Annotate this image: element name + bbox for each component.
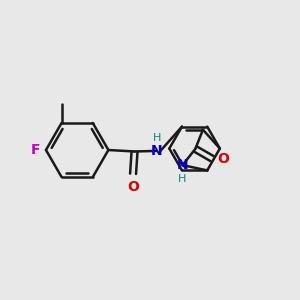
Text: O: O: [218, 152, 229, 166]
Text: H: H: [178, 174, 187, 184]
Text: O: O: [127, 180, 139, 194]
Text: N: N: [151, 144, 163, 158]
Text: N: N: [177, 158, 188, 172]
Text: H: H: [153, 133, 161, 142]
Text: F: F: [31, 143, 40, 157]
